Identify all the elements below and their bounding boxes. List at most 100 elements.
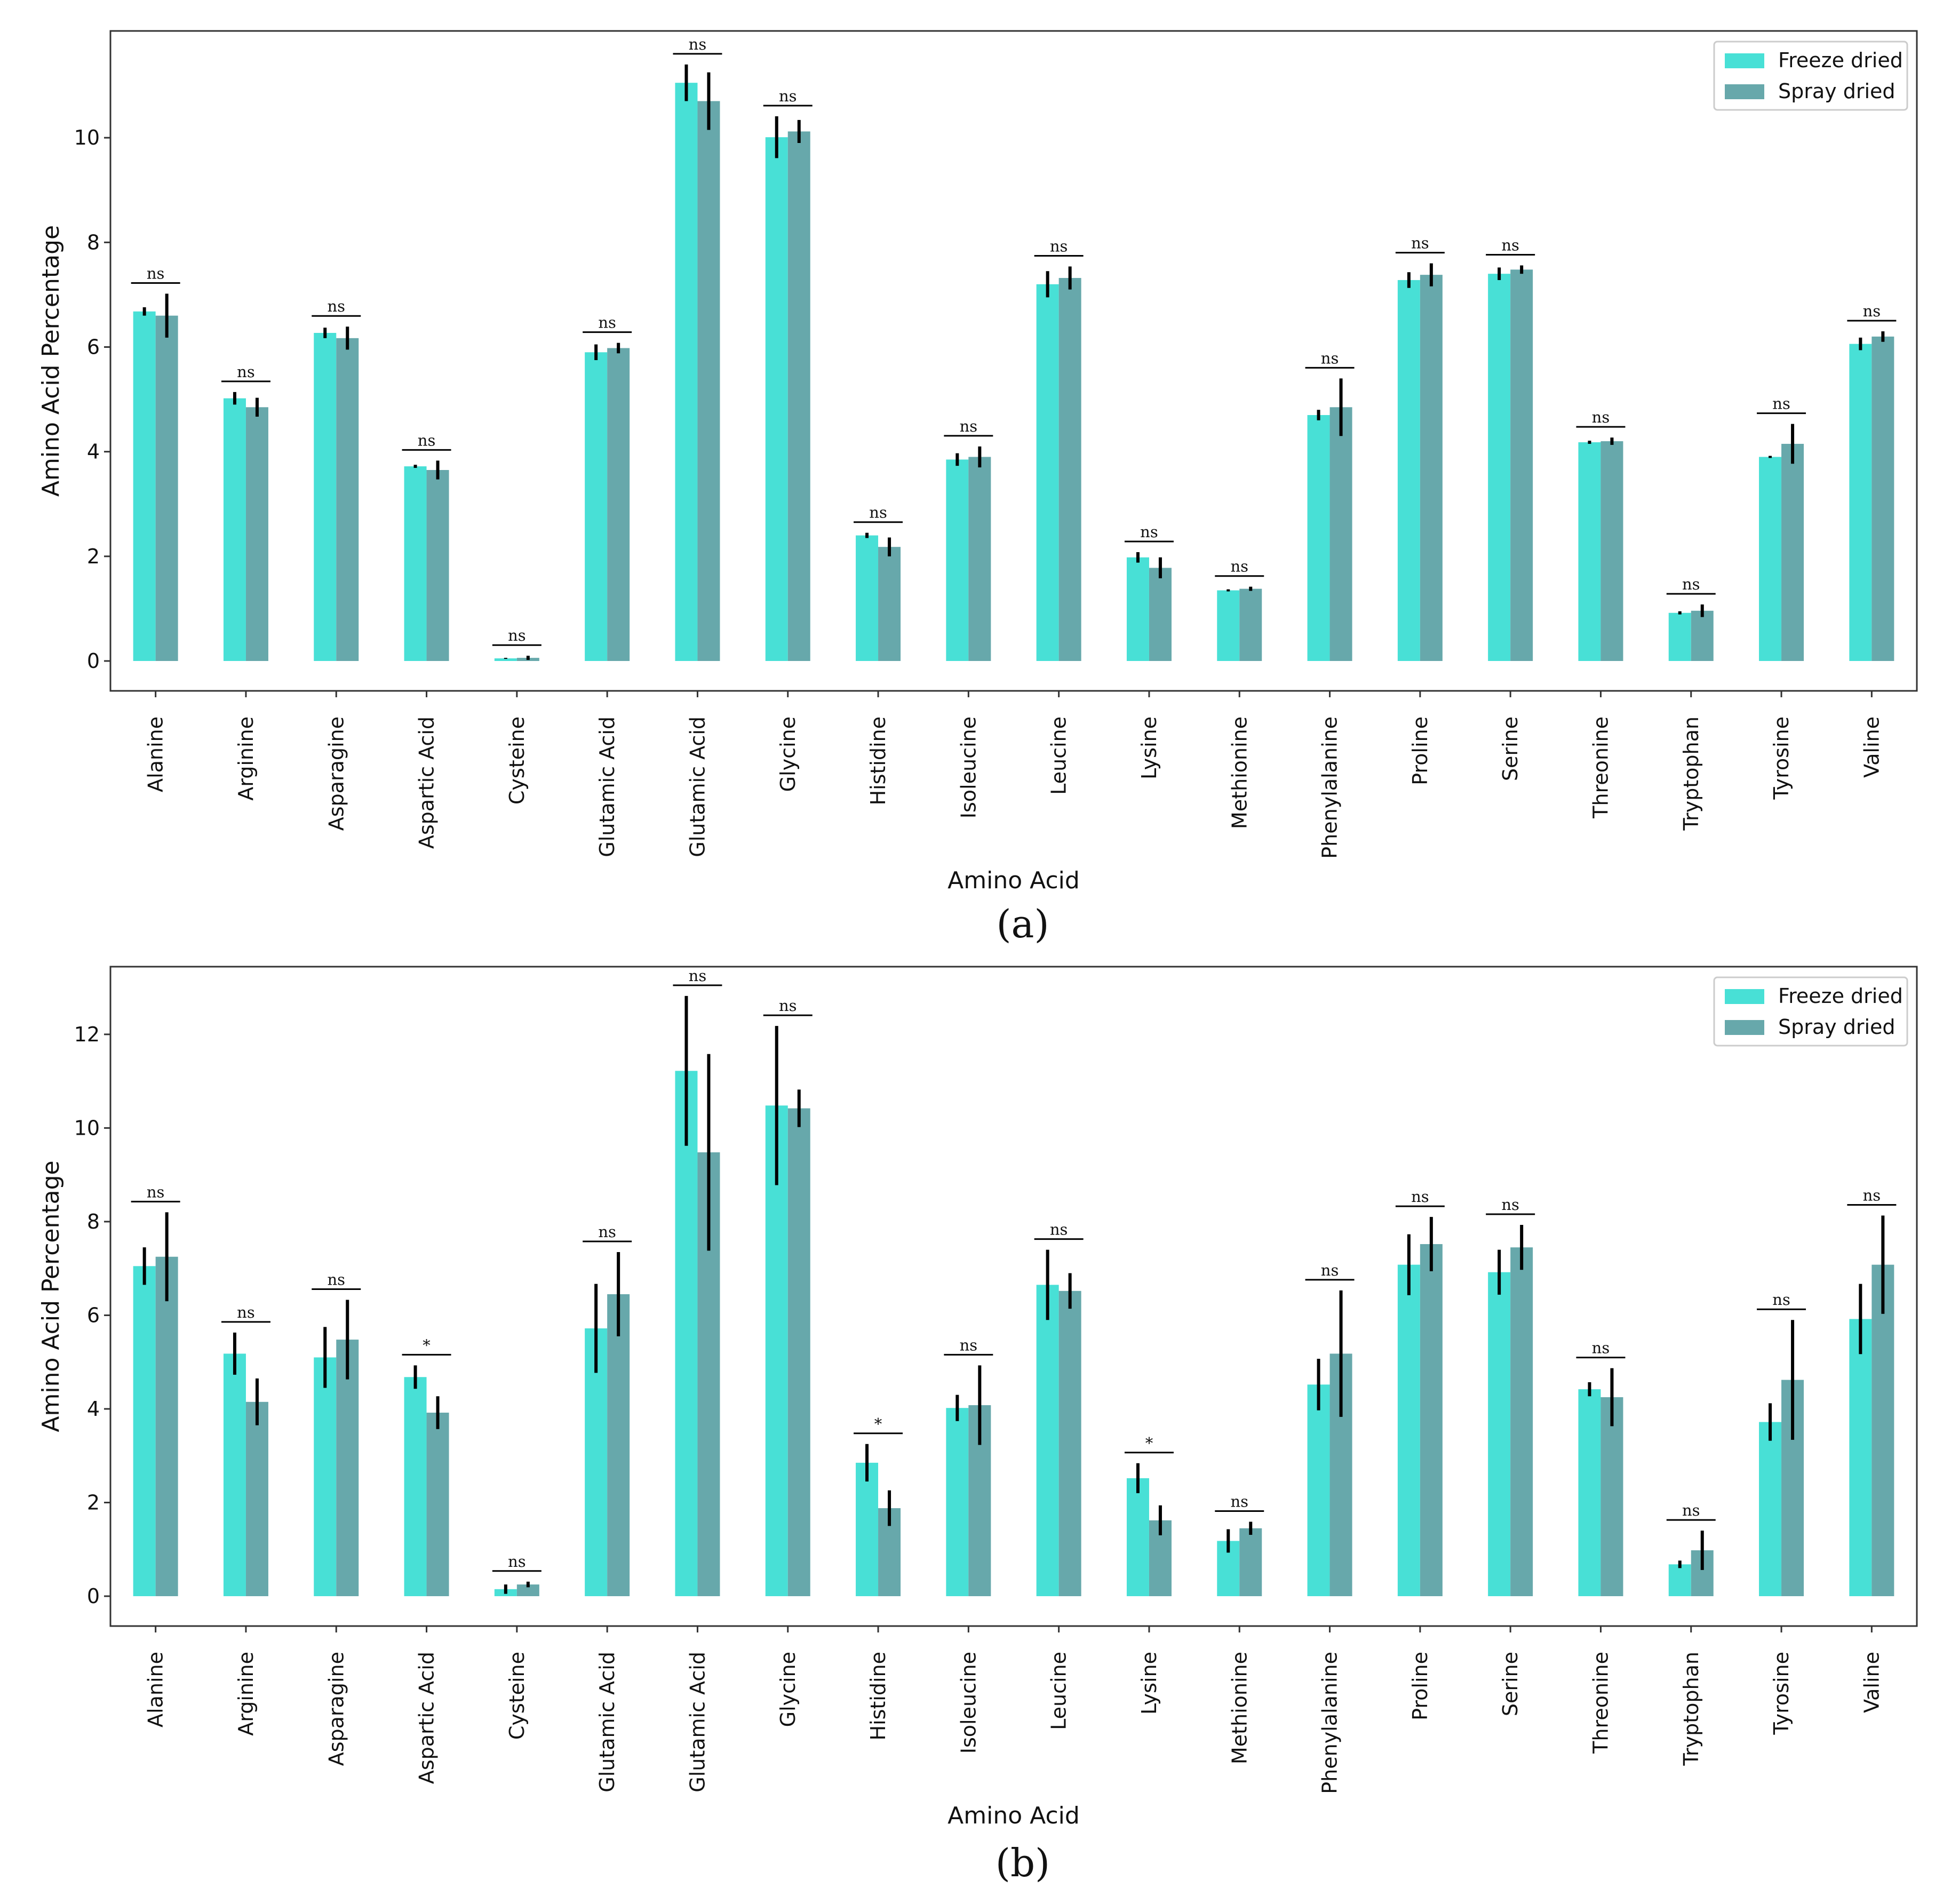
panel-a-xtick-label-15: Serine	[1499, 716, 1522, 781]
panel-a-xtick-label-17: Tryptophan	[1679, 716, 1703, 831]
panel-b-plot-frame	[109, 966, 1918, 1627]
panel-a-bar-freeze-14	[1397, 280, 1420, 661]
panel-a-sig-label-10: ns	[1050, 237, 1068, 255]
panel-b-sig-label-13: ns	[1321, 1261, 1339, 1279]
panel-b-bar-freeze-11	[1126, 1478, 1149, 1596]
panel-a-ytick-label-0: 0	[87, 649, 100, 673]
panel-a-sig-label-12: ns	[1230, 557, 1248, 576]
panel-b-ytick-label-10: 10	[74, 1116, 100, 1140]
panel-a-bar-spray-5	[607, 348, 630, 661]
panel-a-bar-freeze-15	[1488, 274, 1511, 661]
panel-b-sig-label-8: *	[874, 1415, 882, 1433]
panel-a-bar-freeze-11	[1126, 557, 1149, 661]
panel-a-xtick-label-4: Cysteine	[505, 716, 529, 804]
panel-a-bar-freeze-19	[1849, 344, 1872, 661]
panel-a-xtick-label-14: Proline	[1408, 716, 1432, 785]
panel-a-xtick-label-8: Histidine	[866, 716, 890, 806]
panel-a-bar-freeze-12	[1217, 590, 1240, 661]
caption-panel-b: (b)	[995, 1841, 1050, 1885]
panel-b-xtick-label-18: Tyrosine	[1770, 1652, 1793, 1735]
panel-a-ytick-label-10: 10	[74, 126, 100, 149]
panel-b-y-axis-title: Amino Acid Percentage	[37, 1160, 65, 1432]
panel-b-chart: ns ns ns * ns ns ns ns * ns ns * ns ns ns ns ns ns ns ns 0 2 4…	[37, 966, 1918, 1829]
panel-b-sig-label-15: ns	[1501, 1196, 1519, 1214]
panel-a-bar-spray-7	[787, 131, 810, 661]
panel-b-bar-freeze-16	[1578, 1389, 1601, 1596]
panel-a-bar-freeze-7	[765, 137, 788, 662]
panel-b-sig-label-9: ns	[960, 1336, 978, 1354]
panel-a-legend-swatch-freeze	[1725, 53, 1764, 68]
panel-b-xtick-label-11: Lysine	[1137, 1652, 1161, 1715]
panel-a-xtick-label-5: Glutamic Acid	[595, 716, 619, 857]
panel-b-bar-freeze-1	[223, 1353, 246, 1596]
panel-b-bar-freeze-3	[404, 1377, 427, 1596]
panel-b-bar-freeze-17	[1668, 1564, 1691, 1596]
panel-a-sig-label-5: ns	[598, 314, 616, 332]
panel-a-xtick-label-16: Threonine	[1589, 716, 1612, 819]
panel-b-ytick-label-0: 0	[87, 1584, 100, 1608]
panel-b-sig-label-2: ns	[327, 1270, 345, 1288]
panel-b-bar-spray-7	[787, 1108, 810, 1596]
panel-b-sig-label-16: ns	[1592, 1339, 1610, 1357]
panel-b-xtick-label-12: Methionine	[1228, 1652, 1251, 1764]
panel-a-xtick-label-13: Phenylalanine	[1318, 716, 1342, 859]
panel-a-y-axis-title: Amino Acid Percentage	[37, 225, 65, 497]
panel-a-bar-spray-1	[245, 407, 268, 661]
panel-a-sig-label-8: ns	[869, 504, 887, 522]
panel-b-bar-spray-5	[607, 1294, 630, 1596]
panel-b-bar-spray-12	[1239, 1528, 1262, 1596]
panel-b-xtick-label-6: Glutamic Acid	[686, 1652, 709, 1793]
panel-a-bar-spray-17	[1691, 610, 1714, 661]
panel-a-bar-spray-12	[1239, 588, 1262, 661]
panel-a-bar-freeze-16	[1578, 442, 1601, 661]
panel-a-xtick-label-2: Asparagine	[324, 716, 348, 831]
panel-a-sig-label-9: ns	[960, 417, 978, 435]
panel-b-bar-freeze-10	[1036, 1285, 1059, 1596]
panel-a-bar-spray-6	[697, 101, 720, 662]
panel-a-bar-freeze-2	[314, 333, 337, 661]
panel-b-xtick-label-1: Arginine	[234, 1652, 258, 1736]
panel-b-bar-freeze-7	[765, 1105, 788, 1596]
panel-a-xtick-label-6: Glutamic Acid	[686, 716, 709, 857]
panel-a-xtick-label-1: Arginine	[234, 716, 258, 801]
panel-b-bar-spray-3	[426, 1412, 449, 1596]
panel-b-bar-freeze-2	[314, 1357, 337, 1596]
panel-b-bar-spray-10	[1058, 1290, 1081, 1596]
panel-b-xtick-label-3: Aspartic Acid	[415, 1652, 439, 1784]
panel-b-sig-label-4: ns	[508, 1552, 526, 1571]
panel-b-sig-label-7: ns	[779, 997, 797, 1015]
panel-b-bar-spray-19	[1872, 1264, 1894, 1596]
panel-a-bar-spray-0	[155, 315, 178, 661]
panel-b-sig-label-3: *	[423, 1336, 431, 1354]
panel-a-sig-label-7: ns	[779, 87, 797, 105]
panel-a-plot-frame	[109, 30, 1918, 692]
panel-b-sig-label-12: ns	[1230, 1492, 1248, 1510]
panel-a-xtick-label-10: Leucine	[1047, 716, 1071, 795]
panel-b-sig-label-19: ns	[1863, 1186, 1881, 1205]
panel-a-bar-spray-2	[336, 338, 359, 661]
caption-panel-a: (a)	[996, 902, 1049, 946]
panel-a-bar-spray-11	[1149, 568, 1172, 661]
panel-a-bar-spray-3	[426, 469, 449, 661]
panel-b-xtick-label-8: Histidine	[866, 1652, 890, 1741]
panel-b-bar-freeze-9	[946, 1408, 969, 1596]
panel-b-xtick-label-5: Glutamic Acid	[595, 1652, 619, 1793]
panel-a-sig-label-16: ns	[1592, 408, 1610, 426]
panel-b-xtick-label-2: Asparagine	[324, 1652, 348, 1766]
panel-b-bar-freeze-13	[1307, 1384, 1330, 1596]
panel-a-bar-spray-13	[1329, 407, 1352, 661]
panel-b-xtick-label-4: Cysteine	[505, 1652, 529, 1740]
panel-a-bar-freeze-17	[1668, 612, 1691, 661]
panel-b-bar-spray-0	[155, 1256, 178, 1596]
panel-a-ytick-label-6: 6	[87, 336, 100, 359]
panel-b-ytick-label-12: 12	[74, 1023, 100, 1046]
panel-b-xtick-label-15: Serine	[1499, 1652, 1522, 1716]
panel-b-xtick-label-10: Leucine	[1047, 1652, 1071, 1730]
panel-b-bar-spray-15	[1510, 1247, 1533, 1596]
panel-a-bar-spray-14	[1420, 275, 1443, 661]
panel-b-bar-freeze-5	[585, 1328, 608, 1596]
panel-b-legend-swatch-freeze	[1725, 989, 1764, 1004]
panel-a-legend-label-freeze: Freeze dried	[1778, 49, 1903, 72]
panel-b-bar-spray-1	[245, 1401, 268, 1596]
panel-b-bar-spray-16	[1600, 1397, 1623, 1596]
